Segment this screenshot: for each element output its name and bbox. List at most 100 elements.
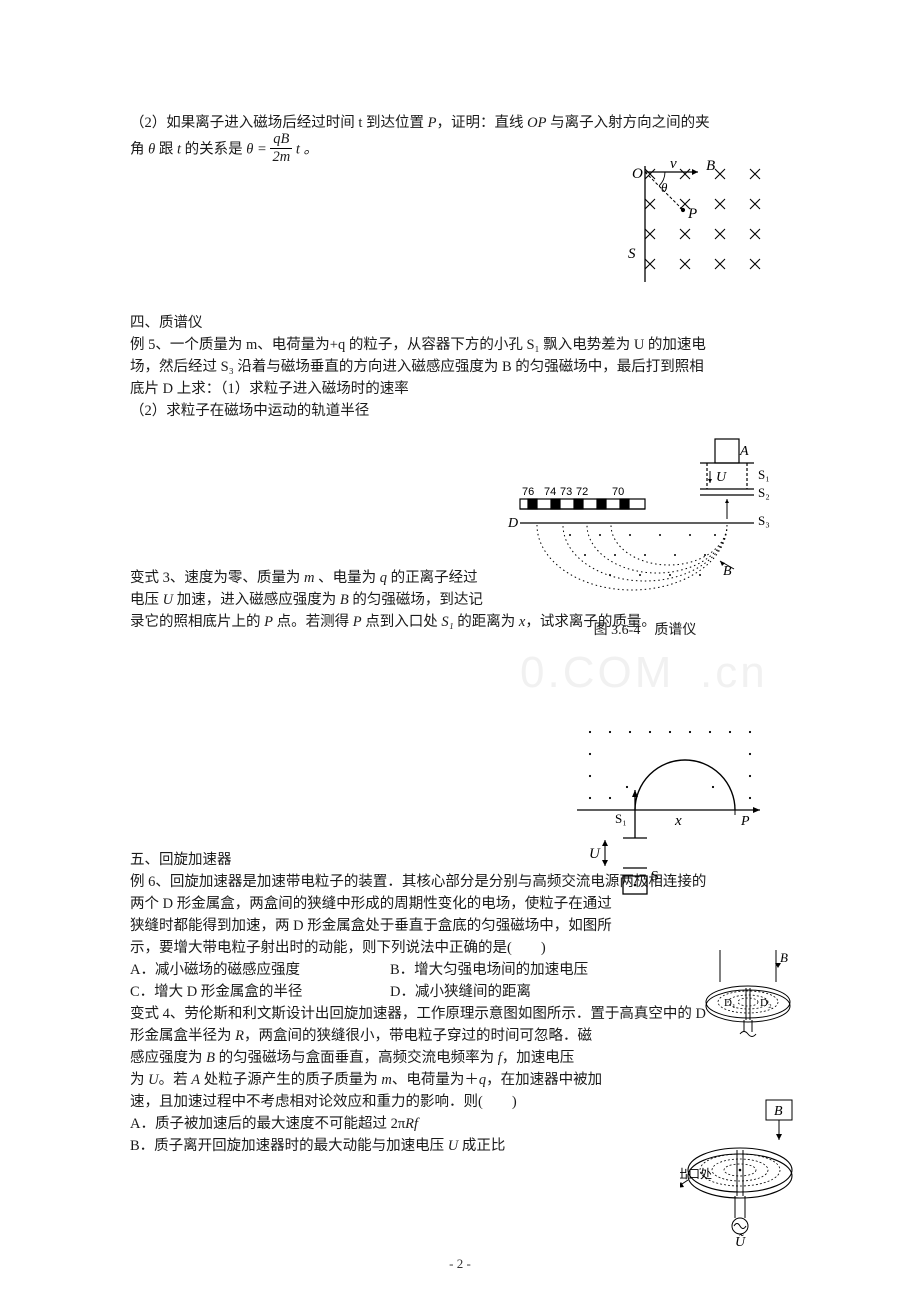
- var4-l5: 速，且加速过程中不考虑相对论效应和重力的影响．则( ): [130, 1091, 650, 1113]
- sec4-title: 四、质谱仪: [130, 312, 792, 334]
- fig1-P: P: [687, 206, 697, 222]
- var3-l3b: 点。若测得: [273, 614, 353, 630]
- fig2-tick3: 72: [576, 486, 588, 498]
- var3-l3a: 录它的照相底片上的: [130, 614, 264, 630]
- fig3-S: S: [651, 869, 659, 884]
- var3-P2: P: [353, 614, 362, 630]
- fig3-P: P: [740, 814, 750, 829]
- prob2-num: qB: [270, 132, 292, 149]
- var4-U: U: [148, 1072, 158, 1088]
- var3-l2a: 电压: [130, 592, 163, 608]
- var4-l4d: 、电荷量为＋: [392, 1072, 479, 1088]
- var3-l1a: 变式 3、速度为零、质量为: [130, 570, 304, 586]
- var3-S1: S₁: [441, 614, 453, 630]
- fig1-theta: θ: [661, 180, 668, 195]
- var4-optA-a: A．质子被加速后的最大速度不可能超过 2π: [130, 1116, 405, 1132]
- var4-l3c: ，加速电压: [502, 1050, 575, 1066]
- fig4-B: B: [780, 950, 788, 965]
- ex6-l4: 示，要增大带电粒子射出时的动能，则下列说法中正确的是( ): [130, 937, 685, 959]
- var4-optB-U: U: [448, 1138, 458, 1154]
- ex6-optD: D．减小狭缝间的距离: [390, 984, 531, 1000]
- prob2-para: （2）如果离子进入磁场后经过时间 t 到达位置 P，证明：直线 OP 与离子入射…: [130, 112, 792, 166]
- fig2-tick1: 74: [544, 486, 556, 498]
- prob2-t4: 角: [130, 141, 148, 157]
- ex6-optB: B．增大匀强电场间的加速电压: [390, 962, 588, 978]
- fig5-out: 粒子出口处: [680, 1166, 712, 1181]
- fig4-D2: D₂: [760, 997, 772, 1009]
- ex6-l3: 狭缝时都能得到加速，两 D 形金属盒处于垂直于盒底的匀强磁场中，如图所: [130, 915, 685, 937]
- fig5-U: Ũ: [735, 1233, 746, 1248]
- ex5-l2: 场，然后经过 S₃ 沿着与磁场垂直的方向进入磁感应强度为 B 的匀强磁场中，最后…: [130, 356, 792, 378]
- fig3-x: x: [674, 813, 682, 829]
- prob2-t2: ，证明：直线: [437, 115, 528, 131]
- fig1-svg: O v B P θ S: [610, 160, 790, 290]
- fig2-U: U: [716, 470, 727, 485]
- fig2-tick4: 70: [612, 486, 624, 498]
- ex6-opts1: A．减小磁场的磁感应强度B．增大匀强电场间的加速电压: [130, 959, 792, 981]
- prob2-t6: 的关系是: [181, 141, 243, 157]
- fig2-wrap: A U S₁ S₂ S₃ 76 74 73 72: [500, 435, 790, 639]
- page-content: （2）如果离子进入磁场后经过时间 t 到达位置 P，证明：直线 OP 与离子入射…: [0, 0, 920, 1197]
- fig1-O: O: [632, 166, 643, 182]
- var4-B: B: [206, 1050, 215, 1066]
- fig2-S3: S₃: [758, 513, 770, 528]
- var4-m: m: [381, 1072, 391, 1088]
- var3-l1: 变式 3、速度为零、质量为 m 、电量为 q 的正离子经过: [130, 567, 550, 589]
- var4-l2a: 形金属盒半径为: [130, 1028, 235, 1044]
- fig2-D: D: [507, 516, 518, 531]
- prob2-eq-lhs: θ =: [246, 141, 270, 157]
- ex5-l4: （2）求粒子在磁场中运动的轨道半径: [130, 400, 792, 422]
- var3-B: B: [340, 592, 349, 608]
- prob2-op: OP: [527, 115, 546, 131]
- fig5-B: B: [774, 1104, 783, 1119]
- var3-l1b: 、电量为: [314, 570, 379, 586]
- var4-q: q: [479, 1072, 486, 1088]
- var4-R: R: [235, 1028, 244, 1044]
- var4-optB-b: 成正比: [458, 1138, 505, 1154]
- fig2-svg: A U S₁ S₂ S₃ 76 74 73 72: [500, 435, 790, 615]
- var3-l1c: 的正离子经过: [387, 570, 478, 586]
- var4-l3b: 的匀强磁场与盒面垂直，高频交流电频率为: [215, 1050, 498, 1066]
- var4-optB-a: B．质子离开回旋加速器时的最大动能与加速电压: [130, 1138, 448, 1154]
- var3-l3c: 点到入口处: [362, 614, 442, 630]
- var4-l4b: 。若: [159, 1072, 192, 1088]
- fig2-caption: 图 3.6-4 质谱仪: [500, 619, 790, 639]
- var4-l4a: 为: [130, 1072, 148, 1088]
- var4-optA-rf: Rf: [405, 1116, 418, 1132]
- fig3-U: U: [589, 846, 601, 862]
- prob2-frac: qB2m: [270, 132, 292, 164]
- var3-P: P: [264, 614, 273, 630]
- fig1-v: v: [670, 160, 677, 172]
- prob2-den: 2m: [270, 149, 292, 165]
- prob2-t1: （2）如果离子进入磁场后经过时间 t 到达位置: [130, 115, 428, 131]
- var4-l1: 变式 4、劳伦斯和利文斯设计出回旋加速器，工作原理示意图如图所示．置于高真空中的…: [130, 1003, 792, 1025]
- fig3-S1: S₁: [615, 811, 627, 826]
- fig4-D1: D₁: [724, 997, 736, 1009]
- var3-m: m: [304, 570, 314, 586]
- var4-l4e: ，在加速器中被加: [486, 1072, 602, 1088]
- fig2-S1: S₁: [758, 467, 770, 482]
- prob2-t5: 跟: [155, 141, 177, 157]
- fig1-S: S: [628, 246, 636, 262]
- var3-U: U: [163, 592, 173, 608]
- prob2-t3: 与离子入射方向之间的夹: [546, 115, 709, 131]
- var4-l4: 为 U。若 A 处粒子源产生的质子质量为 m、电荷量为＋q，在加速器中被加: [130, 1069, 650, 1091]
- fig2-tick0: 76: [522, 486, 534, 498]
- fig5-svg: B 粒子出口处 Ũ: [680, 1098, 800, 1248]
- var3-l2b: 加速，进入磁感应强度为: [173, 592, 340, 608]
- fig2-S2: S₂: [758, 485, 770, 500]
- var3-q: q: [380, 570, 387, 586]
- var4-l3: 感应强度为 B 的匀强磁场与盒面垂直，高频交流电频率为 f，加速电压: [130, 1047, 650, 1069]
- var4-l4c: 处粒子源产生的质子质量为: [200, 1072, 381, 1088]
- ex5-l3: 底片 D 上求：（1）求粒子进入磁场时的速率: [130, 378, 792, 400]
- fig1-B: B: [706, 160, 715, 174]
- ex6-optA: A．减小磁场的磁感应强度: [130, 959, 390, 981]
- fig2-B: B: [723, 564, 732, 579]
- var4-A: A: [191, 1072, 200, 1088]
- var4-l2: 形金属盒半径为 R，两盒间的狭缝很小，带电粒子穿过的时间可忽略．磁: [130, 1025, 650, 1047]
- var4-l3a: 感应强度为: [130, 1050, 206, 1066]
- var4-l2b: ，两盒间的狭缝很小，带电粒子穿过的时间可忽略．磁: [244, 1028, 592, 1044]
- fig3-svg: S₁ x P U S: [555, 720, 775, 900]
- ex6-optC: C．增大 D 形金属盒的半径: [130, 981, 390, 1003]
- var3-l2: 电压 U 加速，进入磁感应强度为 B 的匀强磁场，到达记: [130, 589, 550, 611]
